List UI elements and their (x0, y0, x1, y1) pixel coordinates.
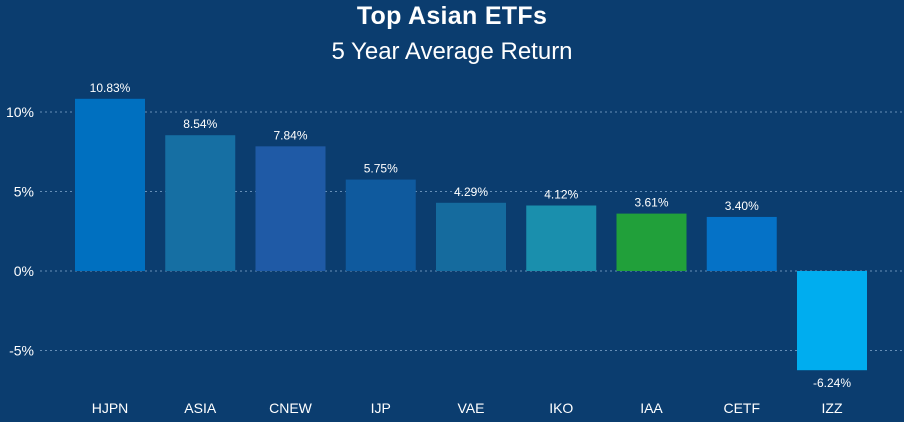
data-labels: 10.83% 8.54% 7.84% 5.75% 4.29% 4.12% 3.61% 3.40… (90, 81, 852, 390)
category-label: IZZ (822, 400, 843, 416)
bar-vae (436, 202, 506, 271)
chart-subtitle: 5 Year Average Return (331, 38, 573, 65)
bars (75, 98, 867, 371)
category-label: CNEW (269, 400, 313, 416)
data-label: 8.54% (183, 117, 217, 131)
bar-iko (526, 205, 597, 271)
chart-title: Top Asian ETFs (356, 2, 548, 30)
data-label: 4.29% (454, 185, 488, 199)
bar-izz (797, 271, 867, 371)
data-label: 4.12% (544, 187, 578, 201)
bar-iaa (616, 213, 687, 271)
data-label: 10.83% (90, 81, 131, 95)
bar-asia (165, 135, 236, 271)
x-axis-categories: HJPN ASIA CNEW IJP VAE IKO IAA CETF IZZ (92, 400, 843, 416)
bar-cetf (706, 216, 777, 271)
data-label: 3.61% (634, 196, 668, 210)
y-tick-label: 5% (14, 184, 34, 200)
category-label: CETF (723, 400, 760, 416)
bar-ijp (345, 179, 416, 271)
bar-hjpn (75, 98, 145, 271)
data-label: 3.40% (725, 199, 759, 213)
y-tick-label: 10% (6, 104, 34, 120)
category-label: IAA (640, 400, 663, 416)
y-tick-label: -5% (9, 343, 34, 359)
category-label: HJPN (92, 400, 129, 416)
category-label: ASIA (184, 400, 217, 416)
category-label: IJP (371, 400, 391, 416)
bar-cnew (255, 146, 326, 271)
category-label: VAE (458, 400, 485, 416)
category-label: IKO (549, 400, 573, 416)
y-axis-ticks: 10% 5% 0% -5% (6, 104, 34, 359)
data-label: 7.84% (273, 128, 307, 142)
y-tick-label: 0% (14, 263, 34, 279)
data-label: 5.75% (364, 162, 398, 176)
data-label: -6.24% (813, 376, 851, 390)
